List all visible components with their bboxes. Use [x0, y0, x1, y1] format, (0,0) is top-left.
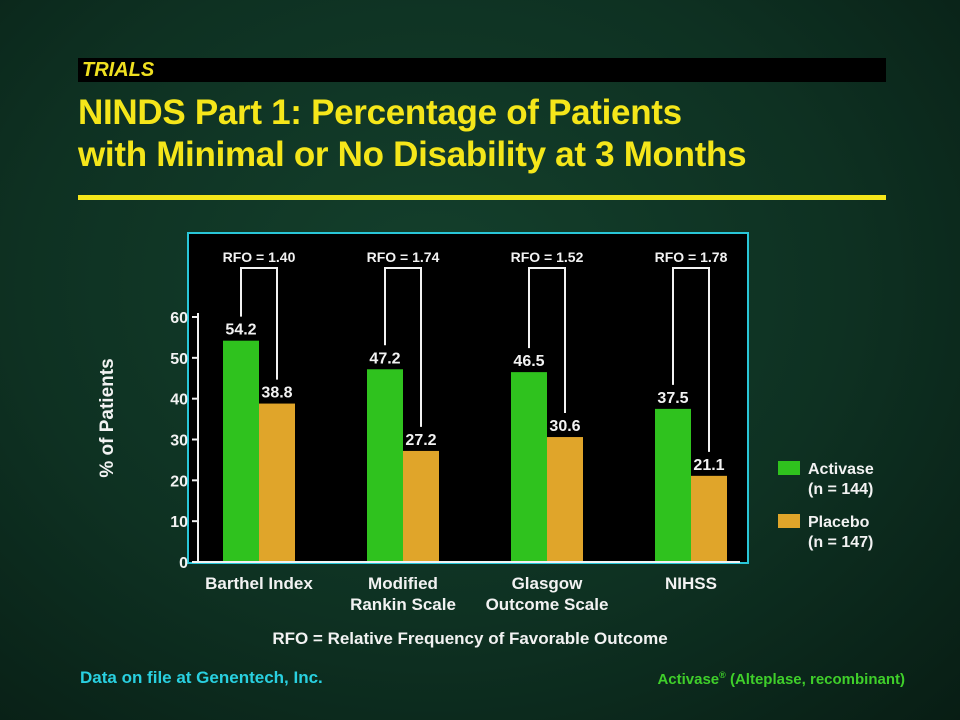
section-tag: TRIALS: [78, 58, 886, 82]
x-category-label: NIHSS: [665, 574, 717, 593]
y-axis-label: % of Patients: [97, 358, 118, 477]
title-underline: [78, 195, 886, 200]
y-tick-label: 0: [179, 555, 188, 572]
y-tick-label: 30: [170, 433, 188, 450]
y-tick-label: 40: [170, 392, 188, 409]
rfo-annotation: RFO = 1.74: [367, 249, 440, 265]
y-tick-label: 60: [170, 310, 188, 327]
legend-label-activase: Activase: [808, 461, 874, 478]
x-category-label: Barthel Index: [205, 574, 313, 593]
bar-placebo: [403, 450, 439, 562]
product-name: Activase: [657, 671, 720, 688]
bar-placebo: [691, 475, 727, 562]
bar-activase: [511, 372, 547, 562]
x-category-label: Outcome Scale: [486, 595, 609, 614]
data-label-placebo: 30.6: [549, 418, 580, 435]
y-tick-label: 50: [170, 351, 188, 368]
legend-sublabel-placebo: (n = 147): [808, 534, 873, 551]
legend-sublabel-activase: (n = 144): [808, 481, 873, 498]
legend-swatch-activase: [778, 461, 800, 475]
y-tick-label: 10: [170, 514, 188, 531]
product-detail: (Alteplase, recombinant): [725, 671, 905, 688]
rfo-bracket: [240, 267, 278, 380]
data-source-note: Data on file at Genentech, Inc.: [80, 668, 323, 687]
product-credit: Activase® (Alteplase, recombinant): [657, 670, 905, 688]
bar-activase: [367, 369, 403, 562]
data-label-placebo: 27.2: [405, 432, 436, 449]
data-label-activase: 46.5: [513, 353, 544, 370]
slide-title-line-2: with Minimal or No Disability at 3 Month…: [78, 135, 747, 174]
legend-label-placebo: Placebo: [808, 514, 870, 531]
y-tick-label: 20: [170, 473, 188, 490]
data-label-activase: 54.2: [225, 322, 256, 339]
rfo-bracket: [528, 267, 566, 414]
registered-mark: ®: [719, 670, 726, 680]
rfo-annotation: RFO = 1.40: [223, 249, 296, 265]
data-label-placebo: 21.1: [693, 457, 724, 474]
data-label-activase: 37.5: [657, 390, 688, 407]
bar-placebo: [547, 437, 583, 562]
rfo-annotation: RFO = 1.52: [511, 249, 584, 265]
rfo-footnote: RFO = Relative Frequency of Favorable Ou…: [272, 629, 667, 648]
slide-title-line-1: NINDS Part 1: Percentage of Patients: [78, 93, 682, 132]
x-category-label: Rankin Scale: [350, 595, 456, 614]
bar-activase: [655, 408, 691, 562]
legend-swatch-placebo: [778, 514, 800, 528]
data-label-activase: 47.2: [369, 350, 400, 367]
bar-activase: [223, 340, 259, 562]
slide-title: NINDS Part 1: Percentage of Patients wit…: [78, 92, 918, 176]
rfo-bracket: [384, 267, 422, 427]
data-label-placebo: 38.8: [261, 385, 292, 402]
bar-placebo: [259, 403, 295, 562]
rfo-bracket: [672, 267, 710, 452]
x-category-label: Glasgow: [512, 574, 584, 593]
x-category-label: Modified: [368, 574, 438, 593]
rfo-annotation: RFO = 1.78: [655, 249, 728, 265]
